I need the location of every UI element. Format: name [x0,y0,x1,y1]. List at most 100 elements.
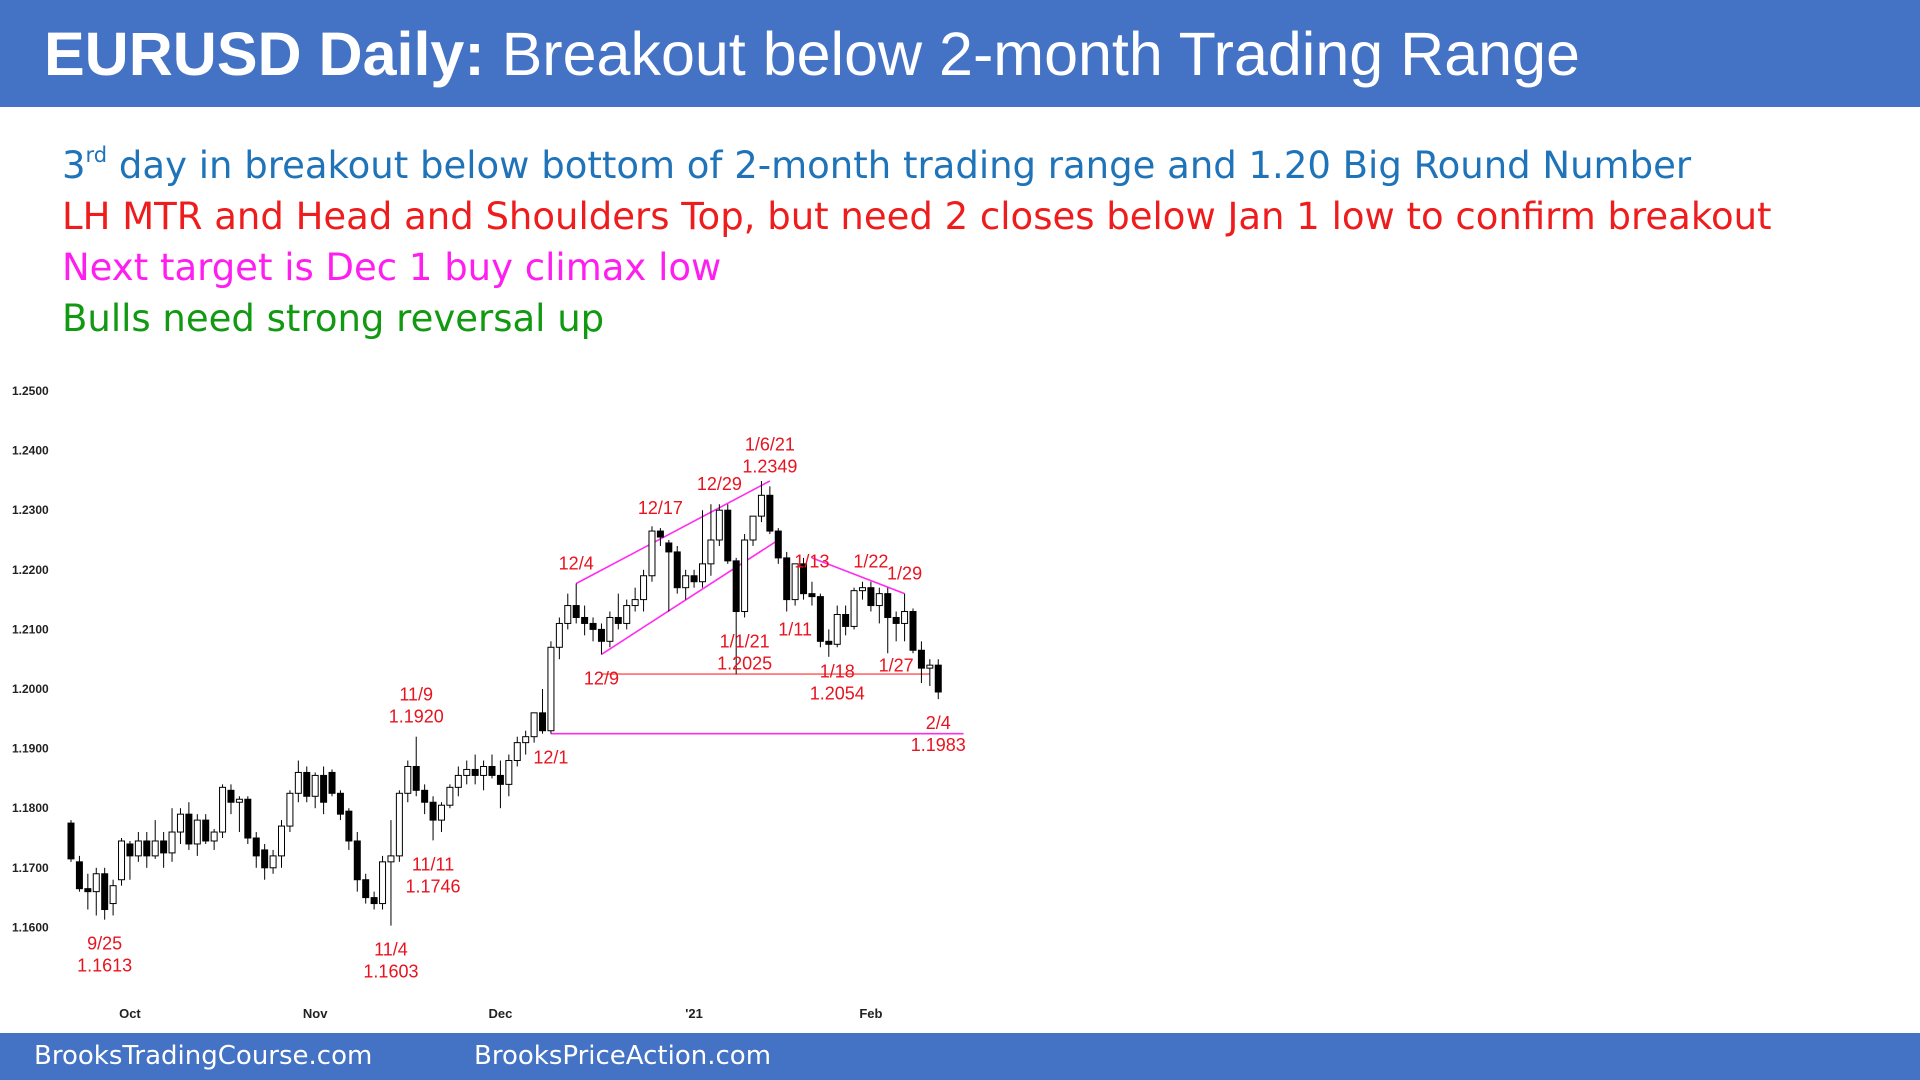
candle-body [118,840,126,881]
annotation-label: 1/18 [820,661,855,681]
candle-body [808,593,816,598]
candle [833,605,841,648]
candle [555,617,563,660]
candle-body [766,494,774,532]
candle [707,504,715,576]
candle [858,581,866,600]
candle [294,760,302,803]
candle [269,849,277,874]
candle [176,808,184,844]
annotation-label: 1/6/21 [745,434,795,454]
annotation-label: 12/9 [584,668,619,688]
candle [884,587,892,654]
candle-body [783,557,791,601]
candle-body [547,646,555,732]
x-tick-label: Nov [303,1006,328,1021]
candle [816,593,824,648]
candle [210,829,218,850]
candle [446,784,454,809]
annotation-label: 12/17 [638,498,683,518]
candle-body [421,789,429,803]
candle [219,784,227,838]
candle-body [404,765,412,794]
candle [589,617,597,642]
candle [808,581,816,606]
candle [783,551,791,612]
annotation-label: 2/4 [926,713,951,733]
candle [909,608,917,654]
candle [732,557,740,675]
candle [143,832,151,868]
candle [278,820,285,868]
y-axis: 1.2500 1.2400 1.2300 1.2200 1.2100 1.2000 1.19… [12,384,49,934]
candle-body [151,840,159,857]
annotation-label: 1/1/21 [720,631,770,651]
candle-body [101,873,109,911]
candle-body [682,575,690,589]
candle [572,583,580,624]
candle-body [640,575,648,601]
annotation-label: 1.1983 [911,735,966,755]
footer-left-link[interactable]: BrooksTradingCourse.com [34,1041,373,1071]
candle-body [800,563,808,595]
candle-body [505,760,513,785]
candle-body [825,640,833,645]
candle [421,784,429,815]
candle-body [539,712,547,732]
footer-right-link[interactable]: BrooksPriceAction.com [474,1041,772,1071]
candle-body [345,810,353,842]
candle-body [699,563,706,583]
y-tick-label: 1.2200 [12,563,49,577]
candle [118,838,126,886]
footer-bar: BrooksTradingCourse.com BrooksPriceActio… [0,1033,1920,1080]
candle [530,712,538,743]
candle [631,587,639,612]
candle [741,534,749,618]
note-2: LH MTR and Head and Shoulders Top, but n… [62,191,1772,242]
annotation-label: 11/4 [374,940,408,960]
candle-body [732,560,740,613]
candle [564,593,572,630]
candle [539,689,547,734]
candle-body [269,855,277,869]
candle [496,760,504,809]
candle [699,510,706,588]
candle [488,754,496,779]
candle-body [437,804,445,821]
annotation-label: 1/29 [887,564,922,584]
annotation-label: 1.2054 [810,683,865,703]
annotation-label: 11/11 [412,854,454,874]
note-1-ordinal: 3 [62,144,86,187]
candle-body [934,664,942,693]
candle [825,629,833,657]
candle [901,593,909,642]
annotation-label: 1.1746 [406,876,461,896]
candle-body [496,774,504,785]
candle [917,641,925,684]
candle-body [791,563,799,601]
candle-body [126,843,134,857]
candle-body [673,551,681,589]
candle-body [901,611,909,624]
annotation-label: 9/25 [87,934,122,954]
candle [193,814,201,856]
candle [345,808,353,850]
title-bar: EURUSD Daily: Breakout below 2-month Tra… [0,0,1920,107]
candle-body [429,801,437,821]
annotation-label: 12/29 [697,474,742,494]
annotation-label: 11/9 [399,685,433,705]
candle-body [917,649,925,669]
candle-body [589,622,597,630]
candle-body [176,813,184,833]
candle [715,504,723,546]
candle [328,769,336,797]
candle [160,832,168,868]
candle [867,581,875,612]
candle [395,790,403,862]
candle [454,766,462,797]
candle-body [513,742,521,762]
candle-body [463,768,471,776]
note-2-text: LH MTR and Head and Shoulders Top, but n… [62,195,1772,238]
candle-body [909,611,917,651]
annotation-label: 1.1603 [363,962,418,982]
